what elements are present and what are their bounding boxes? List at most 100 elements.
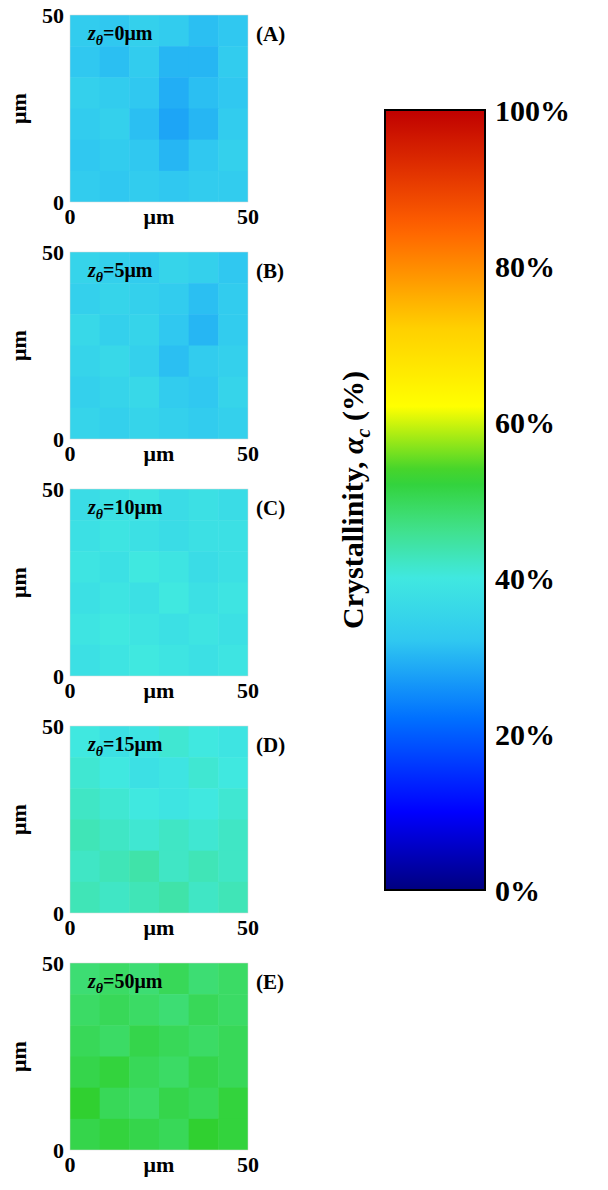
cell: [218, 140, 248, 172]
cell: [218, 283, 248, 315]
cell: [129, 757, 159, 789]
colorbar-label: Crystallinity, αc (%): [336, 371, 374, 629]
cell: [218, 408, 248, 439]
cell: [189, 408, 219, 439]
cell: [218, 645, 248, 676]
cell: [159, 1119, 189, 1150]
panel-title: zθ=5μm: [87, 259, 153, 285]
cells: [70, 252, 248, 439]
cell: [218, 109, 248, 141]
cell: [159, 551, 189, 583]
cell: [218, 1057, 248, 1089]
cell: [159, 346, 189, 378]
cell: [218, 314, 248, 346]
panel: zθ=15μm(D)050050μmμm: [6, 714, 285, 940]
x-axis-label: μm: [144, 678, 175, 703]
cell: [70, 520, 100, 552]
cell: [218, 614, 248, 646]
cell: [129, 1119, 159, 1150]
cell: [129, 645, 159, 676]
cell: [129, 77, 159, 109]
frame: [70, 963, 248, 1150]
y-axis-label: μm: [6, 330, 31, 361]
colorbar-scale: [385, 110, 485, 890]
colorbar-tick-label: 100%: [495, 94, 570, 127]
cell: [70, 1119, 100, 1150]
cell: [189, 645, 219, 676]
cell: [129, 408, 159, 439]
cell: [100, 882, 130, 913]
cell: [189, 109, 219, 141]
panel-title: zθ=10μm: [87, 496, 163, 522]
cell: [129, 820, 159, 852]
x-tick-label: 50: [237, 441, 259, 466]
cell: [159, 109, 189, 141]
cell: [159, 15, 189, 47]
panel: zθ=10μm(C)050050μmμm: [6, 477, 285, 703]
cells: [70, 489, 248, 676]
cell: [70, 1088, 100, 1120]
cell: [159, 1057, 189, 1089]
panel-label: (C): [256, 496, 285, 520]
cell: [159, 1025, 189, 1057]
y-tick-label: 50: [42, 3, 64, 28]
cell: [129, 346, 159, 378]
cell: [189, 551, 219, 583]
cell: [100, 46, 130, 78]
x-tick-label: 0: [65, 441, 76, 466]
y-tick-label: 0: [53, 427, 64, 452]
cell: [70, 171, 100, 202]
cell: [189, 489, 219, 521]
cell: [70, 851, 100, 883]
x-tick-label: 0: [65, 1152, 76, 1177]
cell: [189, 283, 219, 315]
cell: [129, 283, 159, 315]
cell: [100, 520, 130, 552]
cell: [159, 314, 189, 346]
panel: zθ=5μm(B)050050μmμm: [6, 240, 284, 466]
y-tick-label: 0: [53, 190, 64, 215]
cell: [189, 757, 219, 789]
panel-title: zθ=15μm: [87, 733, 163, 759]
cell: [159, 583, 189, 615]
cell: [189, 994, 219, 1026]
cell: [159, 77, 189, 109]
cell: [100, 645, 130, 676]
cell: [100, 788, 130, 820]
cell: [100, 757, 130, 789]
cell: [189, 346, 219, 378]
cell: [218, 77, 248, 109]
cell: [218, 252, 248, 284]
cell: [70, 109, 100, 141]
panel-label: (E): [256, 970, 284, 994]
cell: [159, 171, 189, 202]
x-tick-label: 50: [237, 204, 259, 229]
cell: [189, 1088, 219, 1120]
y-axis-label: μm: [6, 1041, 31, 1072]
cell: [70, 994, 100, 1026]
y-axis-label: μm: [6, 567, 31, 598]
cell: [100, 314, 130, 346]
colorbar-tick-label: 60%: [495, 406, 555, 439]
y-tick-label: 0: [53, 1138, 64, 1163]
cell: [189, 171, 219, 202]
x-axis-label: μm: [144, 441, 175, 466]
colorbar-tick-label: 0%: [495, 874, 540, 907]
cell: [129, 1088, 159, 1120]
cell: [218, 1088, 248, 1120]
cell: [218, 551, 248, 583]
cell: [129, 614, 159, 646]
cell: [218, 520, 248, 552]
cell: [159, 882, 189, 913]
cell: [218, 346, 248, 378]
cell: [218, 963, 248, 995]
colorbar-tick-label: 80%: [495, 250, 555, 283]
cell: [159, 645, 189, 676]
cell: [159, 788, 189, 820]
panel: zθ=50μm(E)050050μmμm: [6, 951, 284, 1177]
cell: [218, 820, 248, 852]
colorbar: 0%20%40%60%80%100%Crystallinity, αc (%): [336, 94, 570, 907]
cell: [189, 46, 219, 78]
panel-title: zθ=0μm: [87, 22, 153, 48]
cell: [159, 408, 189, 439]
